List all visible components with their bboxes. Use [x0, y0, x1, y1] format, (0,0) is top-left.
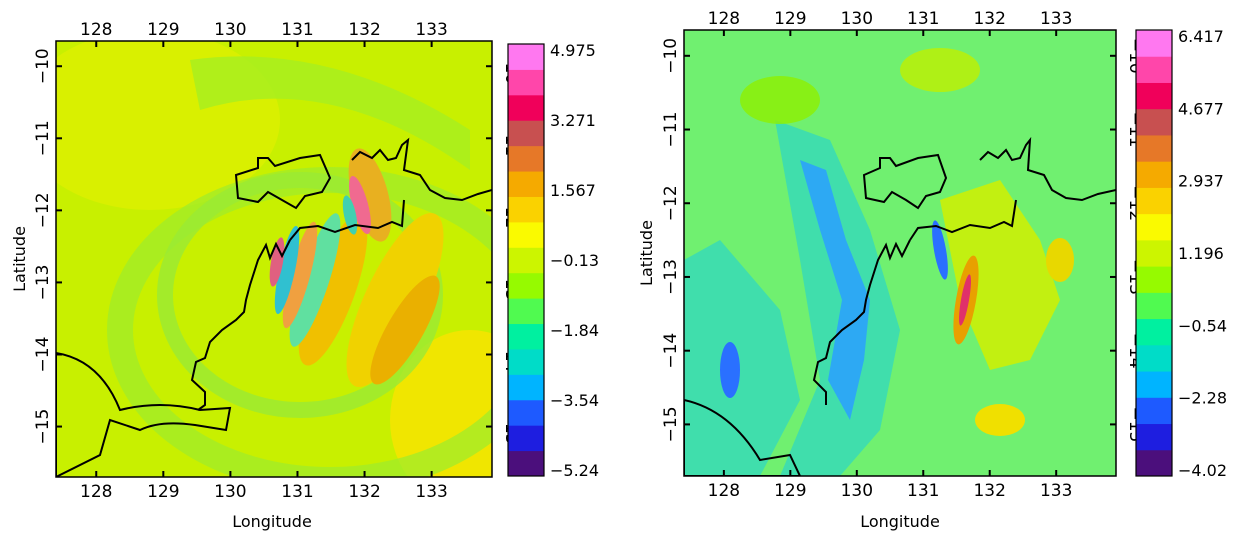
right-colorbar-label-6: −4.02	[1178, 461, 1227, 480]
right-x-axis-label: Longitude	[860, 512, 940, 531]
right-axes: 128 128 129 129 130 130 131 131 132 132 133 133 −10 −…	[661, 9, 1145, 501]
right-plot-frame	[683, 29, 1117, 477]
right-y-tick-2-left-label: −12	[661, 185, 681, 221]
left-y-tick-4-left-label: −14	[33, 337, 53, 373]
left-x-tick-1-bottom-label: 129	[147, 482, 179, 502]
right-y-tick-1-left-label: −11	[661, 112, 681, 148]
left-plot-field	[56, 41, 492, 477]
left-colorbar-swatch-3	[508, 374, 544, 401]
right-colorbar-swatch-11	[1136, 161, 1172, 188]
left-y-tick-5-left-label: −15	[33, 409, 53, 445]
left-colorbar-frame	[507, 43, 545, 477]
right-x-tick-0-top-label: 128	[708, 9, 740, 29]
right-x-tick-2-bottom-label: 130	[841, 481, 873, 501]
right-colorbar-swatch-10	[1136, 187, 1172, 215]
left-x-tick-3-bottom-label: 131	[281, 482, 313, 502]
left-y-tick-0-left-label: −10	[33, 48, 53, 84]
left-colorbar-swatch-2	[508, 399, 544, 426]
left-colorbar-swatch-6	[508, 298, 544, 325]
right-x-tick-5-top-label: 133	[1040, 9, 1072, 29]
left-x-tick-2-bottom-label: 130	[214, 482, 246, 502]
left-colorbar-swatch-13	[508, 120, 544, 147]
left-colorbar-swatch-14	[508, 94, 544, 121]
left-colorbar-swatch-0	[508, 450, 544, 477]
left-plot-frame	[55, 40, 493, 478]
left-colorbar-label-3: −0.13	[550, 251, 599, 270]
right-x-tick-0-bottom-label: 128	[708, 481, 740, 501]
left-x-tick-4-bottom-label: 132	[348, 482, 380, 502]
right-colorbar-swatch-0	[1136, 449, 1172, 477]
right-x-tick-2-top-label: 130	[841, 9, 873, 29]
left-colorbar-swatch-4	[508, 348, 544, 375]
left-chart: 128 128 129 129 130 130 131 131 132 132 133 133 −10 −…	[10, 20, 521, 531]
right-colorbar-swatch-7	[1136, 266, 1172, 293]
left-colorbar-swatch-1	[508, 425, 544, 452]
right-y-axis-label: Latitude	[637, 220, 656, 286]
right-x-tick-1-top-label: 129	[774, 9, 806, 29]
left-x-tick-0-top-label: 128	[80, 20, 112, 40]
left-x-tick-5-bottom-label: 133	[415, 482, 447, 502]
left-colorbar-swatch-7	[508, 272, 544, 299]
left-x-tick-1-top-label: 129	[147, 20, 179, 40]
right-x-tick-4-top-label: 132	[973, 9, 1005, 29]
left-x-tick-5-top-label: 133	[415, 20, 447, 40]
right-x-tick-1-bottom-label: 129	[774, 481, 806, 501]
right-chart: 128 128 129 129 130 130 131 131 132 132 133 133 −10 −…	[637, 9, 1145, 531]
right-colorbar-swatch-2	[1136, 397, 1172, 425]
right-colorbar-label-0: 6.417	[1178, 27, 1224, 46]
right-colorbar-label-1: 4.677	[1178, 99, 1224, 118]
right-colorbar-frame	[1135, 29, 1173, 477]
right-y-tick-0-left-label: −10	[661, 38, 681, 74]
left-colorbar-swatch-10	[508, 196, 544, 223]
left-colorbar-swatch-12	[508, 145, 544, 172]
left-y-tick-2-left-label: −12	[33, 192, 53, 228]
right-colorbar-label-4: −0.54	[1178, 316, 1227, 335]
left-x-tick-4-top-label: 132	[348, 20, 380, 40]
left-x-tick-3-top-label: 131	[281, 20, 313, 40]
left-colorbar-label-6: −5.24	[550, 461, 599, 480]
right-x-tick-5-bottom-label: 133	[1040, 481, 1072, 501]
colorbars: 4.975 3.271 1.567 −0.13 −1.84 −3.54 −5.24 6.417…	[507, 27, 1227, 480]
left-y-axis-label: Latitude	[10, 226, 29, 292]
right-colorbar-label-5: −2.28	[1178, 389, 1227, 408]
left-y-tick-3-left-label: −13	[33, 264, 53, 300]
right-x-tick-3-bottom-label: 131	[907, 481, 939, 501]
right-colorbar-swatch-8	[1136, 239, 1172, 267]
left-colorbar-swatch-16	[508, 44, 544, 70]
left-colorbar-label-1: 3.271	[550, 111, 596, 130]
right-y-tick-5-left-label: −15	[661, 406, 681, 442]
left-colorbar-swatch-5	[508, 323, 544, 350]
right-colorbar-swatch-13	[1136, 108, 1172, 136]
right-colorbar-swatch-4	[1136, 344, 1172, 372]
right-colorbar-swatch-15	[1136, 56, 1172, 83]
left-colorbar-label-4: −1.84	[550, 321, 599, 340]
left-colorbar-swatch-9	[508, 221, 544, 248]
left-x-axis-label: Longitude	[232, 512, 312, 531]
left-y-tick-1-left-label: −11	[33, 120, 53, 156]
right-y-tick-4-left-label: −14	[661, 333, 681, 369]
right-y-tick-3-left-label: −13	[661, 259, 681, 295]
left-x-tick-0-bottom-label: 128	[80, 482, 112, 502]
left-colorbar-label-2: 1.567	[550, 181, 596, 200]
right-plot-field	[684, 30, 1116, 476]
left-colorbar-label-5: −3.54	[550, 391, 599, 410]
right-colorbar-swatch-14	[1136, 82, 1172, 110]
left-x-tick-2-top-label: 130	[214, 20, 246, 40]
right-colorbar-swatch-12	[1136, 134, 1172, 162]
left-colorbar-swatch-8	[508, 247, 544, 274]
right-colorbar-swatch-5	[1136, 318, 1172, 346]
right-x-tick-4-bottom-label: 132	[973, 481, 1005, 501]
right-x-tick-3-top-label: 131	[907, 9, 939, 29]
left-colorbar-swatch-11	[508, 171, 544, 197]
right-colorbar-swatch-6	[1136, 292, 1172, 320]
right-colorbar-label-3: 1.196	[1178, 244, 1224, 263]
left-colorbar-swatch-15	[508, 69, 544, 96]
right-colorbar-swatch-1	[1136, 423, 1172, 451]
right-colorbar-swatch-9	[1136, 213, 1172, 241]
right-colorbar-swatch-16	[1136, 30, 1172, 57]
left-colorbar-label-0: 4.975	[550, 41, 596, 60]
right-colorbar-swatch-3	[1136, 371, 1172, 398]
right-colorbar-label-2: 2.937	[1178, 172, 1224, 191]
